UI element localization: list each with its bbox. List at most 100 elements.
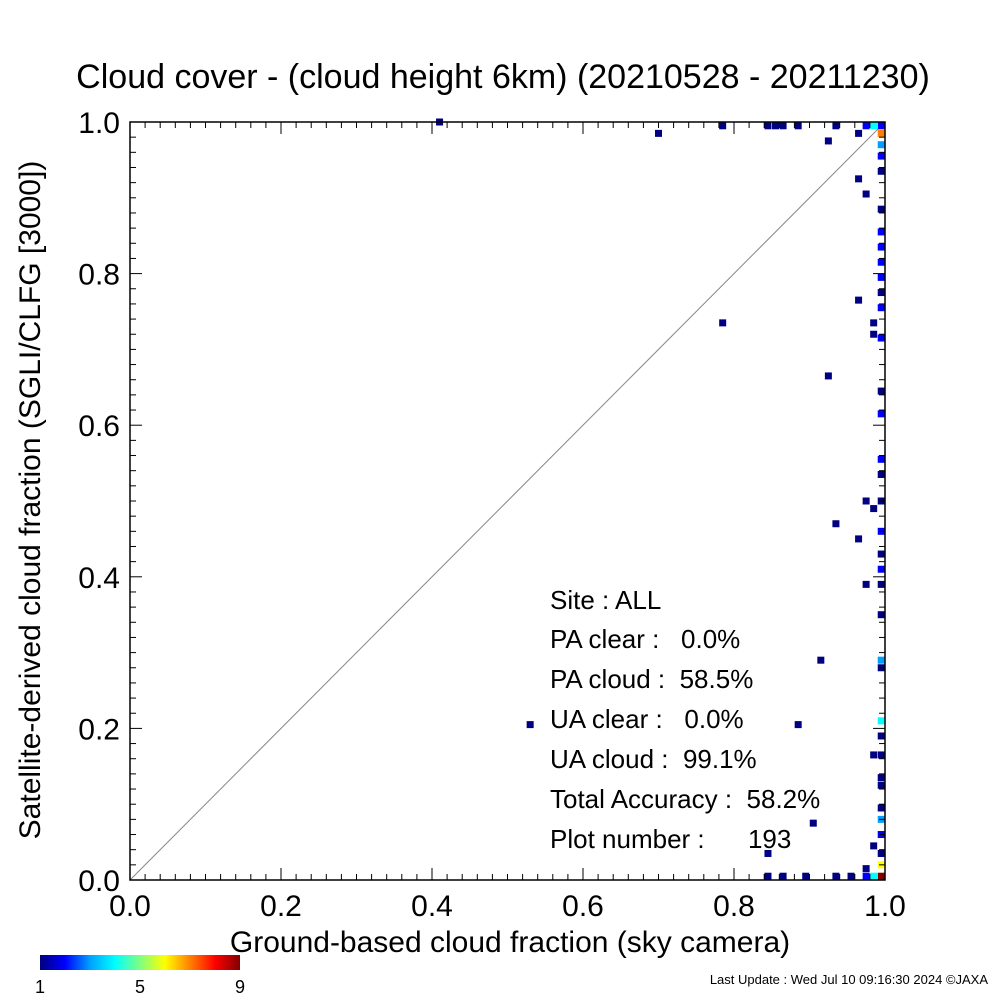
data-point xyxy=(824,372,832,380)
chart-title: Cloud cover - (cloud height 6km) (202105… xyxy=(76,58,930,96)
y-tick-label: 0.8 xyxy=(78,259,120,292)
data-point xyxy=(877,470,885,478)
data-point xyxy=(794,122,802,130)
data-point xyxy=(877,410,885,418)
plot-area xyxy=(129,118,886,881)
data-point xyxy=(764,122,772,130)
y-tick-label: 0.2 xyxy=(78,713,120,746)
data-point xyxy=(655,129,662,137)
colorbar-tick-label: 9 xyxy=(235,977,245,997)
stats-site: Site : ALL xyxy=(550,585,661,615)
data-point xyxy=(794,721,802,729)
data-point xyxy=(877,565,885,573)
stats-ua-cloud: UA cloud : 99.1% xyxy=(550,744,757,774)
data-point xyxy=(862,497,870,505)
stats-block: Site : ALL PA clear : 0.0% PA cloud : 58… xyxy=(550,585,820,854)
data-point xyxy=(526,721,534,729)
data-point xyxy=(877,781,885,789)
colorbar-tick-label: 1 xyxy=(35,977,45,997)
colorbar-tick-label: 5 xyxy=(135,977,145,997)
data-point xyxy=(877,849,885,857)
y-tick-label: 1.0 xyxy=(78,107,120,140)
data-point xyxy=(772,122,780,130)
y-tick-label: 0.4 xyxy=(78,562,120,595)
data-point xyxy=(764,849,772,857)
reference-diagonal-line xyxy=(129,121,886,881)
data-point xyxy=(877,304,885,312)
data-point xyxy=(862,580,870,588)
data-point xyxy=(862,872,870,880)
y-tick-label: 0.0 xyxy=(78,865,120,898)
data-point xyxy=(877,289,885,297)
data-point xyxy=(877,455,885,463)
data-point xyxy=(877,656,885,664)
x-tick-label: 0.4 xyxy=(411,890,453,923)
data-point xyxy=(862,865,870,873)
data-point xyxy=(855,296,863,304)
data-point xyxy=(877,580,885,588)
data-point xyxy=(862,190,870,198)
data-point xyxy=(877,152,885,160)
data-point xyxy=(877,334,885,342)
data-point xyxy=(779,122,787,130)
colorbar-gradient xyxy=(40,955,240,970)
data-point xyxy=(877,258,885,266)
data-point xyxy=(877,243,885,251)
data-point xyxy=(855,175,863,183)
data-point xyxy=(877,732,885,740)
stats-pa-clear: PA clear : 0.0% xyxy=(550,624,740,654)
y-tick-label: 0.6 xyxy=(78,410,120,443)
data-point xyxy=(877,774,885,782)
y-tick-labels: 0.0 0.2 0.4 0.6 0.8 1.0 xyxy=(78,107,120,898)
x-tick-label: 0.0 xyxy=(109,890,151,923)
data-point xyxy=(877,387,885,395)
stats-pa-cloud: PA cloud : 58.5% xyxy=(550,664,753,694)
last-update-text: Last Update : Wed Jul 10 09:16:30 2024 ©… xyxy=(710,972,989,987)
data-point xyxy=(877,717,885,725)
data-point xyxy=(802,872,810,880)
x-axis-label: Ground-based cloud fraction (sky camera) xyxy=(230,926,790,959)
y-axis-label: Satellite-derived cloud fraction (SGLI/C… xyxy=(14,161,47,840)
data-point xyxy=(855,129,863,137)
data-point xyxy=(877,129,885,137)
data-point xyxy=(877,205,885,213)
data-point xyxy=(877,751,885,759)
stats-ua-clear: UA clear : 0.0% xyxy=(550,704,744,734)
data-point xyxy=(719,319,727,327)
data-point xyxy=(870,330,878,338)
data-point xyxy=(877,611,885,619)
data-point xyxy=(877,872,885,880)
data-point xyxy=(870,842,878,850)
tick-marks xyxy=(129,121,886,881)
data-point xyxy=(817,656,825,664)
data-point xyxy=(764,872,772,880)
data-point xyxy=(877,228,885,236)
data-point xyxy=(832,122,840,130)
data-point xyxy=(832,520,840,528)
x-tick-label: 0.2 xyxy=(260,890,302,923)
data-point xyxy=(877,804,885,812)
data-point xyxy=(877,167,885,175)
data-point xyxy=(824,137,832,145)
x-tick-label: 0.8 xyxy=(713,890,755,923)
colorbar-tick-labels: 1 5 9 xyxy=(35,977,245,997)
data-point xyxy=(877,141,885,149)
data-point xyxy=(870,505,878,513)
stats-total-accuracy: Total Accuracy : 58.2% xyxy=(550,784,820,814)
data-point xyxy=(870,122,878,130)
data-point xyxy=(779,872,787,880)
data-point xyxy=(809,819,817,827)
data-point xyxy=(877,122,885,130)
data-point xyxy=(870,751,878,759)
stats-plot-number: Plot number : 193 xyxy=(550,824,791,854)
x-tick-label: 1.0 xyxy=(864,890,906,923)
data-point xyxy=(855,535,863,543)
x-tick-labels: 0.0 0.2 0.4 0.6 0.8 1.0 xyxy=(109,890,906,923)
data-point xyxy=(870,319,878,327)
x-tick-label: 0.6 xyxy=(562,890,604,923)
data-point xyxy=(832,872,840,880)
data-point xyxy=(870,872,878,880)
data-point xyxy=(862,122,870,130)
data-point xyxy=(719,122,727,130)
